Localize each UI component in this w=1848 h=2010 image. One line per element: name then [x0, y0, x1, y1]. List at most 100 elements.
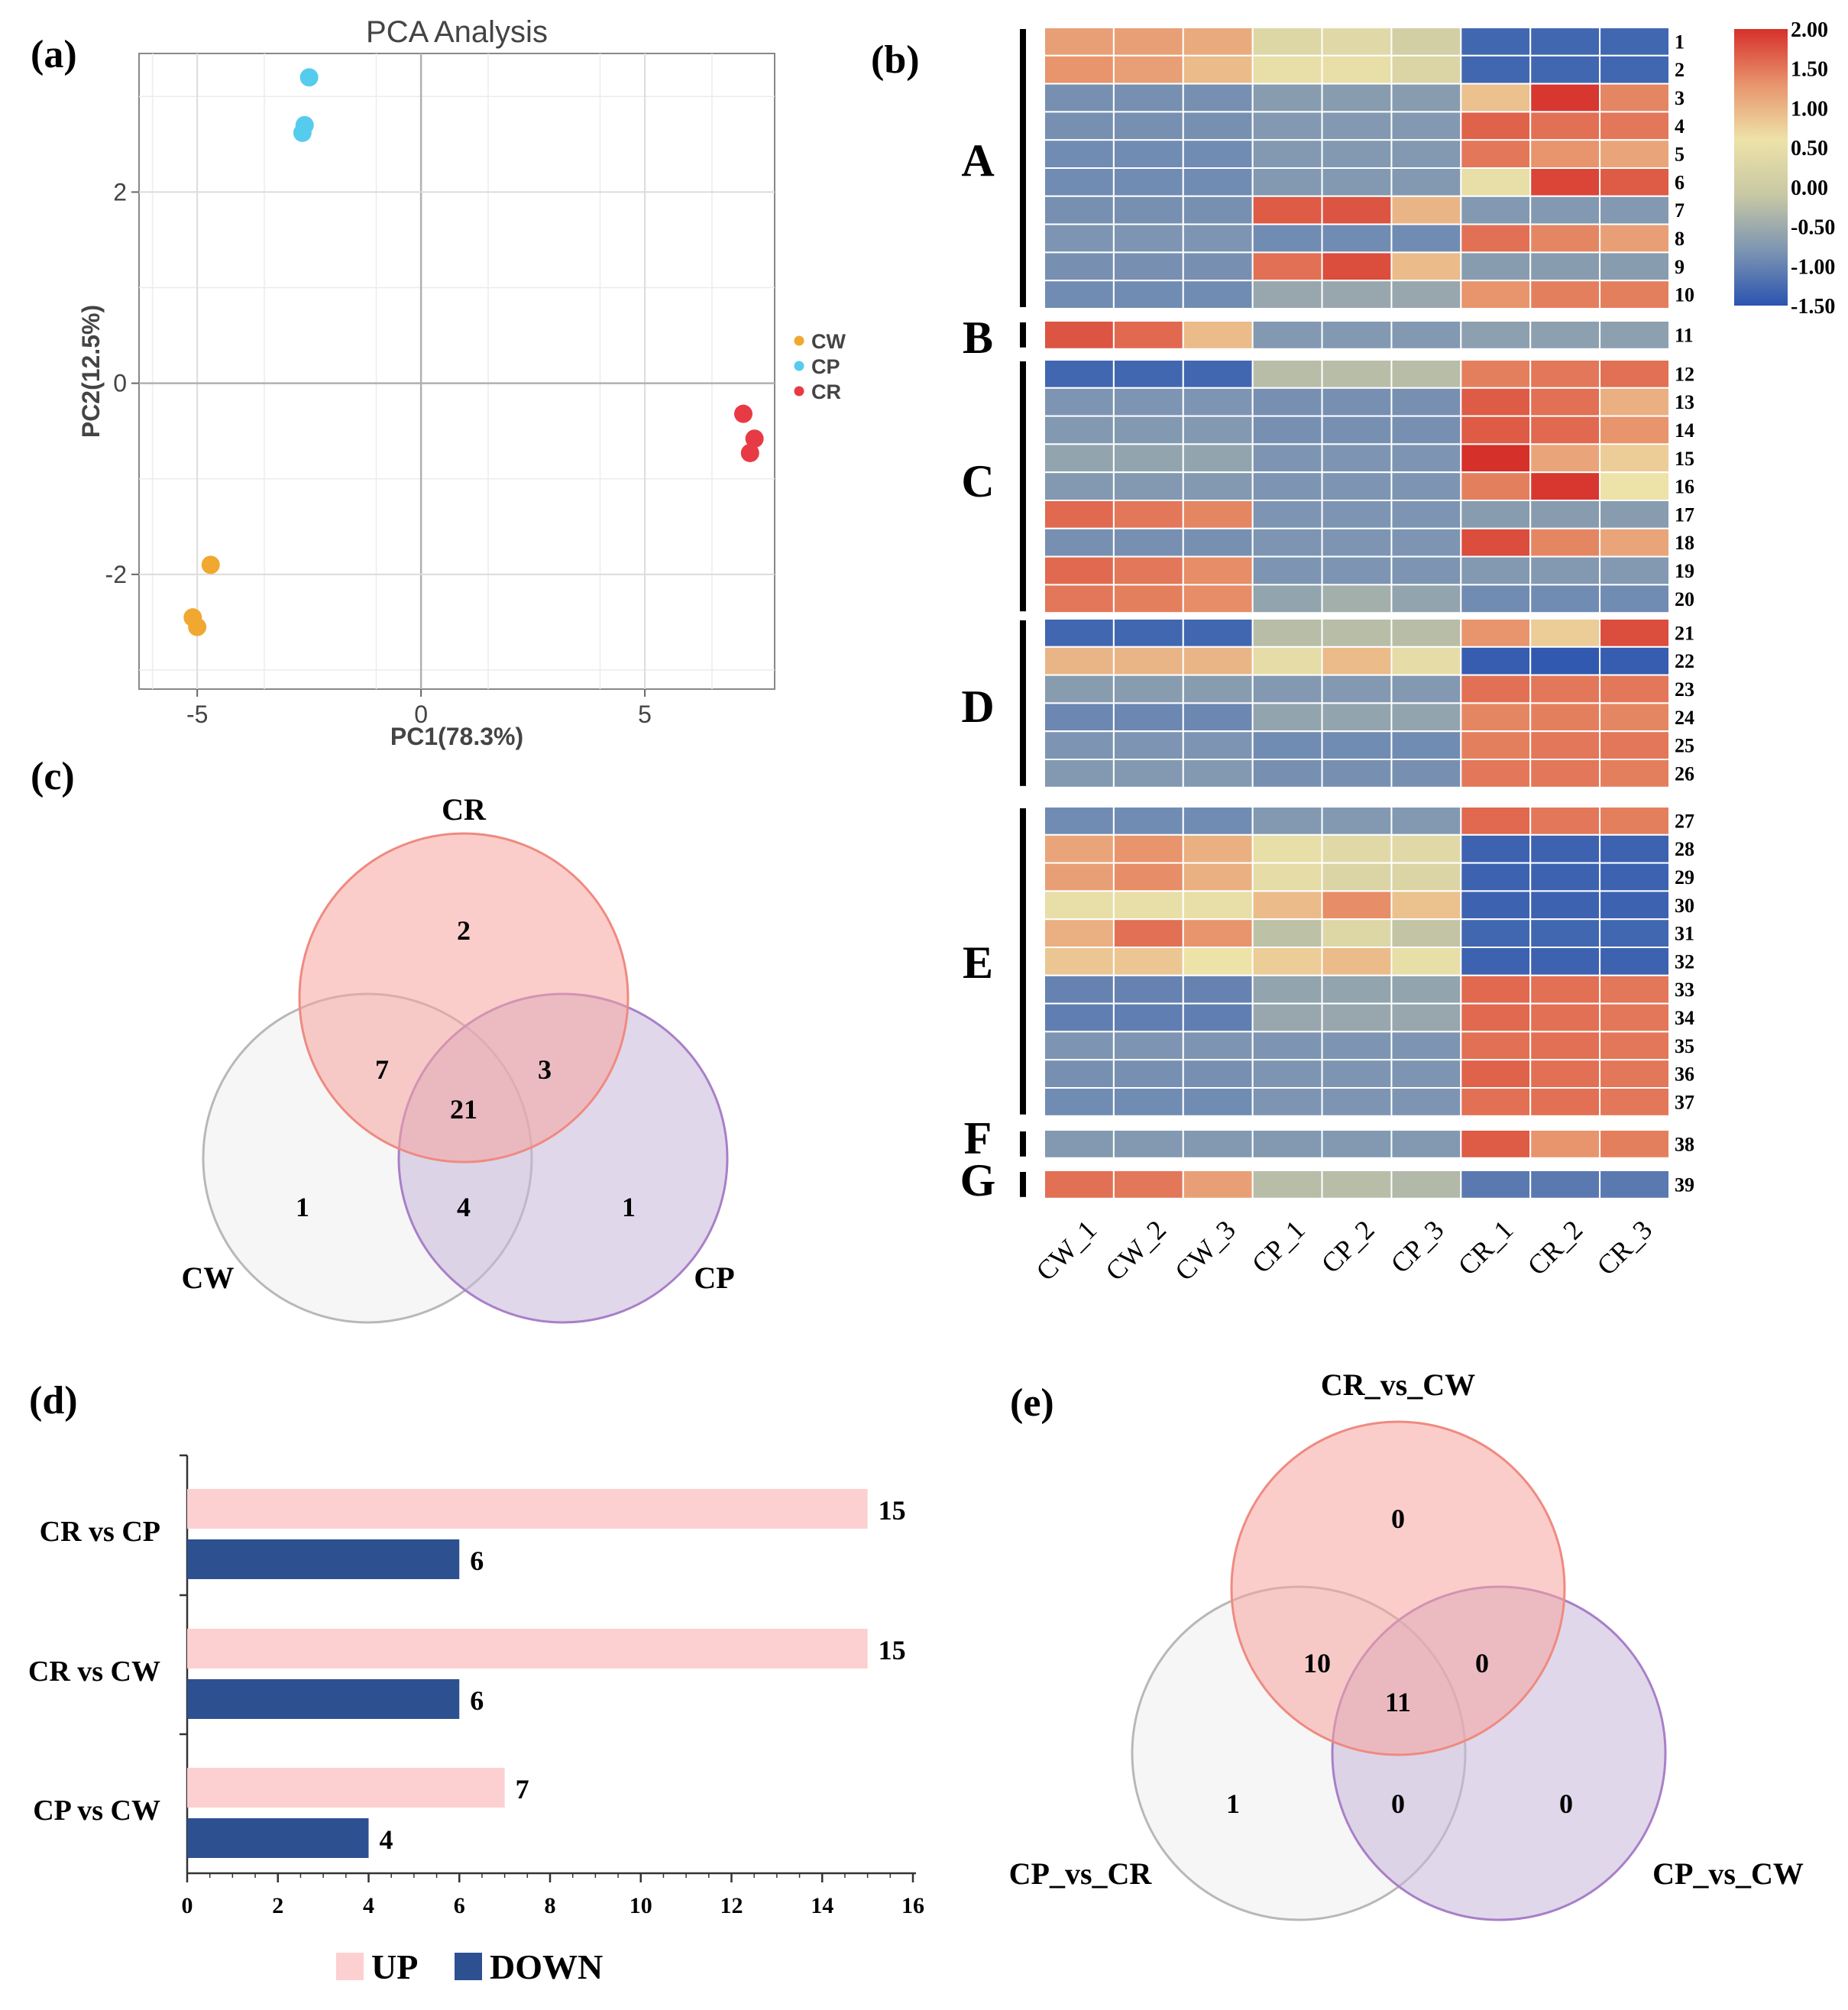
heatmap-cell: [1112, 111, 1184, 141]
heatmap-cell: [1460, 359, 1532, 389]
heatmap-cell: [1460, 674, 1532, 704]
heatmap-cell: [1044, 862, 1115, 892]
heatmap-cell: [1182, 471, 1254, 502]
pca-point-cr: [733, 404, 752, 423]
heatmap-row-label: 8: [1675, 228, 1685, 250]
heatmap-cell: [1321, 890, 1393, 921]
heatmap-cell: [1390, 195, 1462, 225]
heatmap-cell: [1529, 280, 1601, 310]
heatmap-cell: [1390, 527, 1462, 558]
heatmap-cell: [1529, 730, 1601, 761]
heatmap-cell: [1390, 387, 1462, 417]
heatmap-cell: [1529, 618, 1601, 648]
heatmap-row-label: 6: [1675, 171, 1685, 193]
heatmap-cell: [1044, 139, 1115, 169]
venn-set-label: CR_vs_CW: [1321, 1368, 1475, 1402]
heatmap-cell: [1112, 1002, 1184, 1033]
heatmap-cell: [1390, 280, 1462, 310]
heatmap-cell: [1460, 139, 1532, 169]
heatmap-cell: [1112, 251, 1184, 282]
heatmap-cell: [1529, 1002, 1601, 1033]
heatmap-cell: [1529, 646, 1601, 676]
heatmap-cell: [1044, 111, 1115, 141]
heatmap-cell: [1182, 320, 1254, 350]
heatmap-cell: [1390, 646, 1462, 676]
heatmap-cell: [1044, 471, 1115, 502]
heatmap-cell: [1044, 251, 1115, 282]
heatmap-cell: [1390, 833, 1462, 864]
heatmap-row-label: 27: [1675, 810, 1694, 832]
venn-set-label: CW: [182, 1261, 235, 1295]
colorbar-tick-label: 1.50: [1791, 58, 1828, 82]
heatmap-cell: [1251, 54, 1323, 85]
heatmap-cell: [1321, 111, 1393, 141]
heatmap-cell: [1044, 833, 1115, 864]
heatmap-cell: [1390, 83, 1462, 113]
bar-value-label-up: 15: [879, 1635, 906, 1665]
heatmap-cell: [1460, 500, 1532, 529]
heatmap-cell: [1182, 1129, 1254, 1159]
heatmap-cell: [1044, 167, 1115, 197]
pca-ytick-label: -2: [105, 561, 127, 588]
heatmap-row-label: 20: [1675, 588, 1694, 610]
heatmap-cell: [1251, 359, 1323, 389]
heatmap-cell: [1599, 223, 1670, 254]
bar-x-tick-label: 16: [901, 1893, 924, 1918]
heatmap-cell: [1390, 947, 1462, 976]
heatmap-cell: [1321, 702, 1393, 733]
heatmap-cell: [1529, 54, 1601, 85]
heatmap-cell: [1112, 167, 1184, 197]
heatmap-cell: [1321, 527, 1393, 558]
heatmap-cell: [1599, 674, 1670, 704]
heatmap-cell: [1390, 918, 1462, 948]
heatmap-cell: [1321, 387, 1393, 417]
heatmap-cell: [1599, 730, 1670, 761]
heatmap-cell: [1599, 443, 1670, 474]
heatmap-row-labels: 1234567891011121314151617181920212223242…: [1675, 31, 1694, 1196]
heatmap-cell: [1460, 555, 1532, 586]
heatmap-row-label: 13: [1675, 391, 1694, 413]
heatmap-cell: [1182, 759, 1254, 788]
heatmap-cell: [1529, 584, 1601, 614]
heatmap-cell: [1182, 111, 1254, 141]
bar-down: [187, 1539, 460, 1579]
bar-x-tick-label: 4: [363, 1893, 374, 1918]
heatmap-cell: [1390, 443, 1462, 474]
heatmap-cell: [1599, 83, 1670, 113]
venn-count-cp-only: 0: [1559, 1788, 1573, 1819]
heatmap-cell: [1390, 759, 1462, 788]
heatmap-cells: [1044, 27, 1670, 1199]
venn-count-cr-cw: 10: [1303, 1648, 1331, 1678]
colorbar-bar: [1734, 29, 1788, 306]
heatmap-cell: [1460, 974, 1532, 1005]
heatmap-column-label: CP_1: [1246, 1214, 1311, 1279]
heatmap-cell: [1251, 947, 1323, 976]
heatmap-cell: [1251, 139, 1323, 169]
heatmap-cell: [1460, 320, 1532, 350]
heatmap-cell: [1182, 862, 1254, 892]
bar-value-label-up: 15: [879, 1495, 906, 1526]
heatmap-cell: [1044, 947, 1115, 976]
heatmap-cell: [1251, 195, 1323, 225]
heatmap-cell: [1251, 27, 1323, 57]
heatmap-cell: [1460, 833, 1532, 864]
heatmap-cell: [1390, 1002, 1462, 1033]
heatmap-cell: [1529, 890, 1601, 921]
venn-set-label: CP: [694, 1261, 734, 1295]
heatmap-cell: [1321, 862, 1393, 892]
pca-point-cp: [299, 68, 319, 87]
heatmap-cell: [1460, 527, 1532, 558]
heatmap-cell: [1599, 702, 1670, 733]
heatmap-cell: [1599, 195, 1670, 225]
heatmap-cell: [1321, 195, 1393, 225]
colorbar-tick-label: 2.00: [1791, 18, 1828, 42]
bar-x-tick-label: 0: [182, 1893, 193, 1918]
heatmap-row-label: 38: [1675, 1133, 1694, 1155]
heatmap-cell: [1599, 415, 1670, 445]
heatmap-cell: [1599, 359, 1670, 389]
heatmap-cell: [1321, 54, 1393, 85]
heatmap-cell: [1390, 359, 1462, 389]
heatmap-cell: [1182, 918, 1254, 948]
heatmap-cell: [1044, 702, 1115, 733]
heatmap-cell: [1251, 833, 1323, 864]
